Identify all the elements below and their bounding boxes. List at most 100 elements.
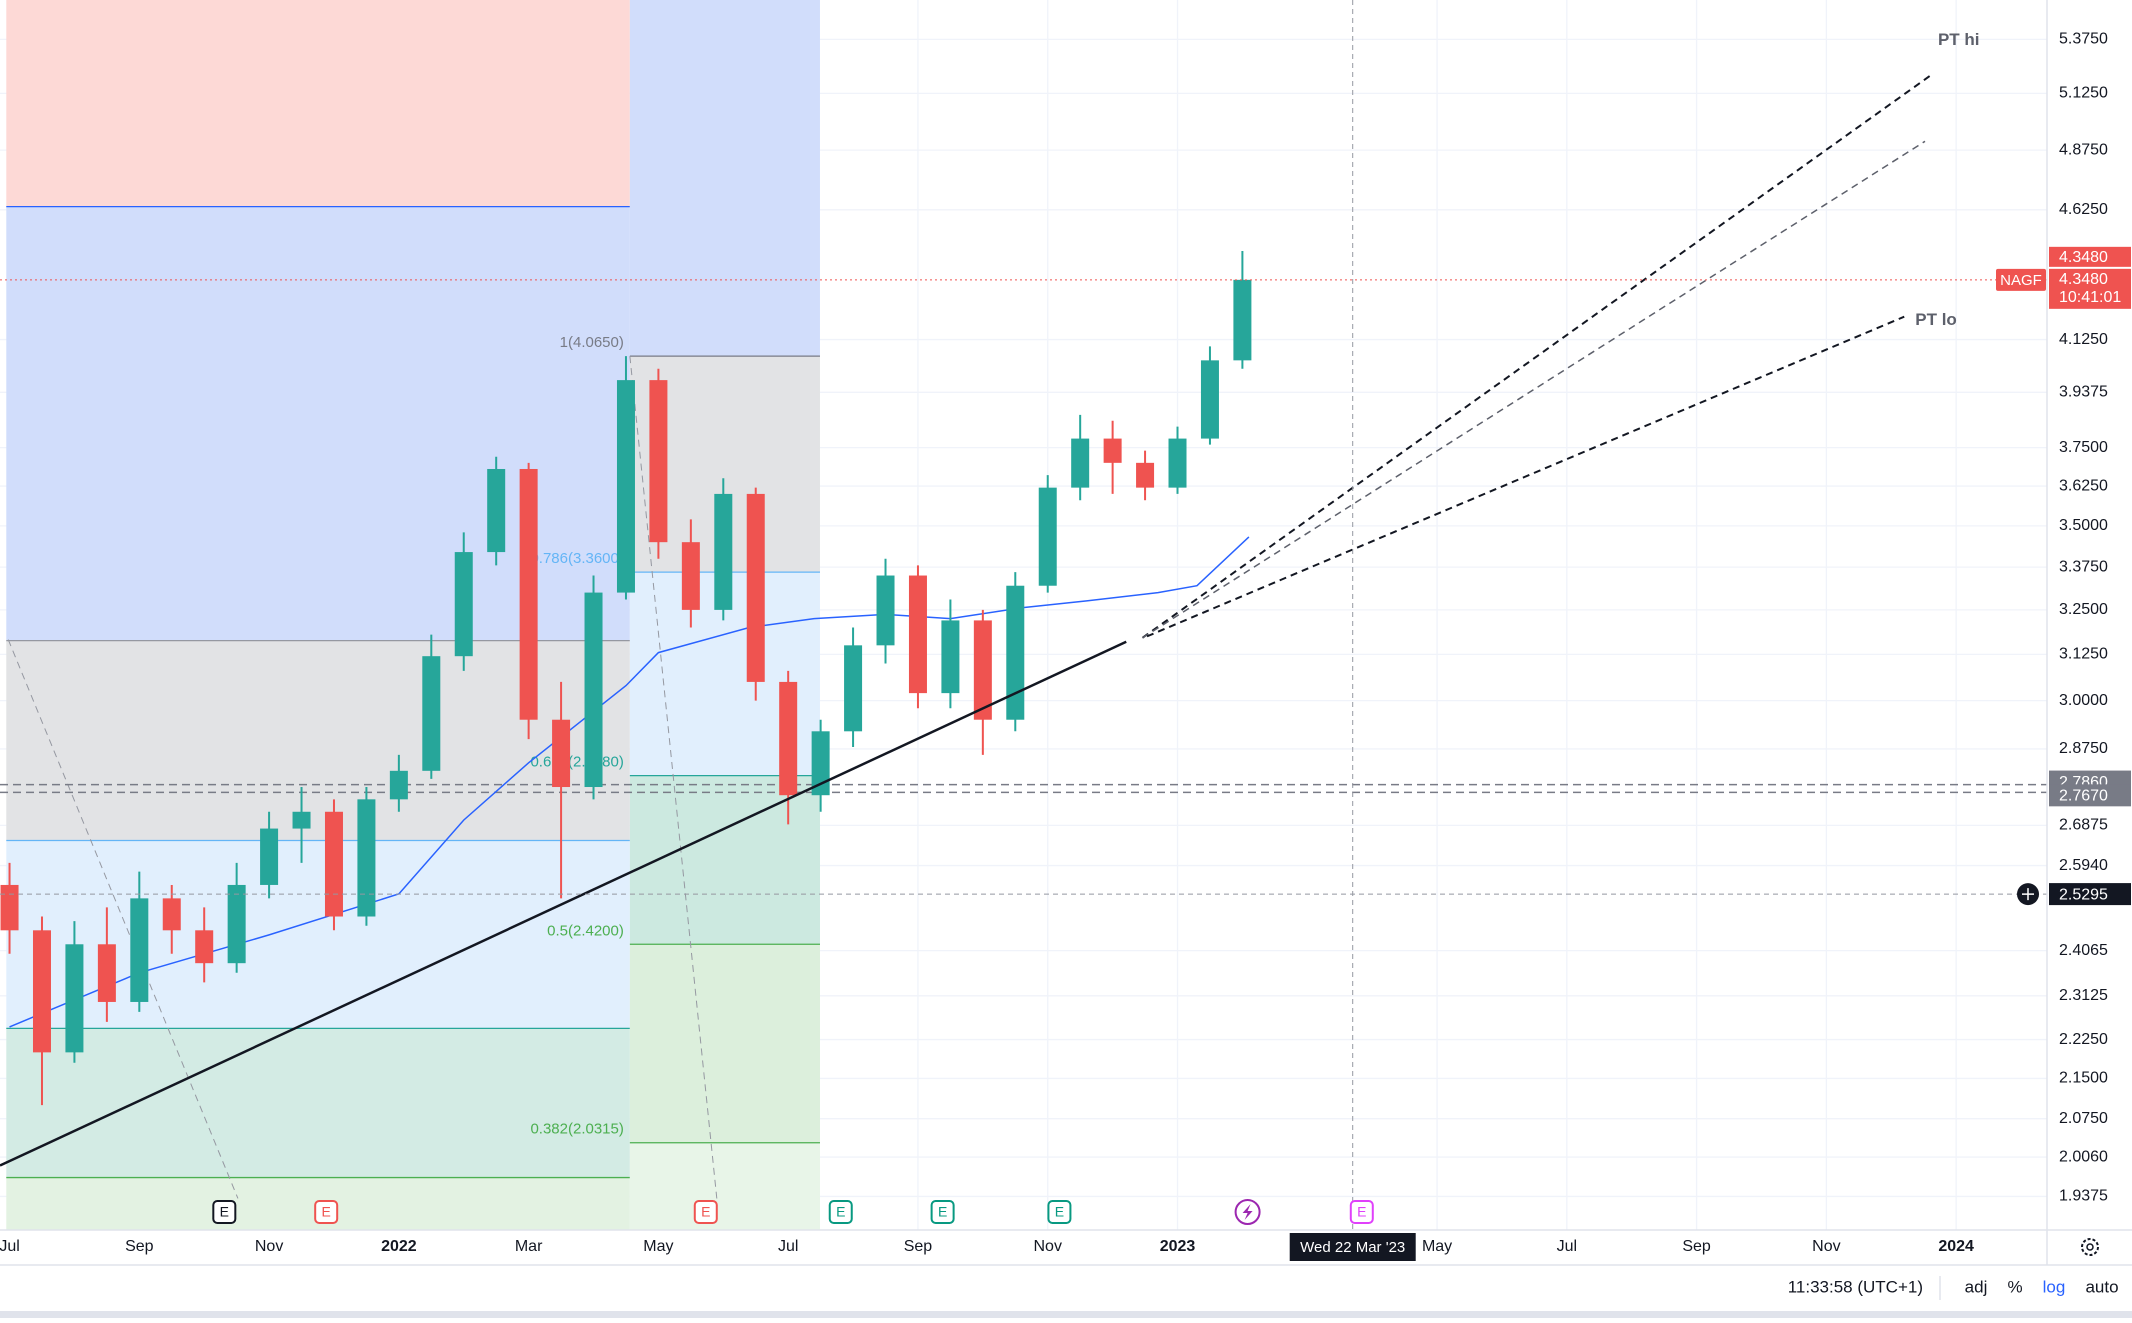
candle-body xyxy=(941,620,960,694)
event-icon[interactable] xyxy=(693,1200,718,1224)
event-icon[interactable] xyxy=(1349,1200,1374,1224)
candle-body xyxy=(584,592,603,788)
fib-zone xyxy=(629,944,820,1143)
candle-body xyxy=(1006,585,1025,720)
y-tick-label: 1.9375 xyxy=(2059,1188,2108,1205)
x-tick-label: 2022 xyxy=(381,1238,417,1255)
candle-body xyxy=(1103,438,1122,463)
event-label: E xyxy=(1357,1204,1366,1220)
x-tick-label: 2023 xyxy=(1160,1238,1196,1255)
level-label xyxy=(2049,784,2131,807)
y-tick-label: 3.0000 xyxy=(2059,692,2108,709)
annotation: PT lo xyxy=(1915,310,1957,329)
trend-line xyxy=(7,639,239,1199)
candle-body xyxy=(454,552,473,657)
candle-body xyxy=(1136,462,1155,488)
candle-body xyxy=(714,493,733,610)
candle-body xyxy=(260,828,279,885)
event-label: E xyxy=(1055,1204,1064,1220)
x-tick-label: Sep xyxy=(125,1238,154,1255)
status-button[interactable]: log xyxy=(2043,1277,2066,1296)
candle-body xyxy=(681,542,700,610)
candle-body xyxy=(1168,438,1187,488)
x-tick-label: Nov xyxy=(255,1238,283,1255)
x-tick-label: Nov xyxy=(1034,1238,1062,1255)
y-tick-label: 2.5940 xyxy=(2059,857,2108,874)
add-alert-icon xyxy=(2022,888,2034,901)
event-icon[interactable] xyxy=(212,1200,237,1224)
status-button[interactable]: auto xyxy=(2085,1277,2118,1296)
candle-body xyxy=(32,930,51,1053)
countdown: 10:41:01 xyxy=(2059,289,2121,306)
candle-body xyxy=(519,468,538,720)
x-tick-label: Jul xyxy=(1557,1238,1577,1255)
last-price-label xyxy=(2049,246,2131,267)
event-icon[interactable] xyxy=(1047,1200,1072,1224)
price-axis xyxy=(2047,0,2132,1265)
event-icon[interactable] xyxy=(930,1200,955,1224)
fib-zone xyxy=(6,1028,630,1178)
y-tick-label: 4.1250 xyxy=(2059,331,2108,348)
event-icon xyxy=(1242,1204,1253,1220)
candle-body xyxy=(973,620,992,720)
candle-body xyxy=(324,811,343,917)
fib-zone xyxy=(629,1142,820,1230)
candle-body xyxy=(97,944,116,1002)
trend-line xyxy=(629,356,718,1199)
x-tick-label: May xyxy=(643,1238,673,1255)
fib-label: 0.5(2.4200) xyxy=(547,922,624,939)
candle-body xyxy=(227,884,246,964)
trend-line xyxy=(1142,140,1926,639)
event-icon[interactable] xyxy=(314,1200,339,1224)
x-tick-label: Nov xyxy=(1812,1238,1840,1255)
event-label: E xyxy=(938,1204,947,1220)
candle-body xyxy=(1038,487,1057,586)
status-time: 11:33:58 (UTC+1) xyxy=(1788,1277,1923,1296)
y-tick-label: 4.8750 xyxy=(2059,141,2108,158)
candle-body xyxy=(876,575,895,646)
x-tick-label: 2024 xyxy=(1938,1238,1974,1255)
candle-body xyxy=(65,944,84,1053)
candle-body xyxy=(1071,438,1090,488)
last-price-text: 4.3480 xyxy=(2059,249,2108,266)
y-tick-label: 3.7500 xyxy=(2059,439,2108,456)
crosshair-time-label xyxy=(1289,1233,1416,1261)
x-tick-label: May xyxy=(1422,1238,1452,1255)
x-tick-label: Sep xyxy=(1682,1238,1711,1255)
y-tick-label: 2.2250 xyxy=(2059,1031,2108,1048)
y-tick-label: 2.1500 xyxy=(2059,1070,2108,1087)
trend-line xyxy=(1146,315,1905,638)
candle-body xyxy=(0,884,19,931)
fib-zone xyxy=(629,0,820,357)
y-tick-label: 4.6250 xyxy=(2059,201,2108,218)
candle-body xyxy=(1200,360,1219,439)
y-tick-label: 2.0060 xyxy=(2059,1148,2108,1165)
crosshair-price-label xyxy=(2049,883,2131,906)
event-icon[interactable] xyxy=(828,1200,853,1224)
crosshair-time-text: Wed 22 Mar '23 xyxy=(1300,1239,1405,1256)
candle-body xyxy=(422,656,441,771)
x-tick-label: Sep xyxy=(904,1238,933,1255)
fib-label: 0.618(2.8080) xyxy=(530,754,623,771)
y-tick-label: 3.3750 xyxy=(2059,558,2108,575)
x-tick-label: Mar xyxy=(515,1238,543,1255)
candle-body xyxy=(162,898,181,931)
candle-body xyxy=(487,468,506,553)
last-price-label xyxy=(2049,268,2131,309)
status-button[interactable]: adj xyxy=(1965,1277,1988,1296)
crosshair-price-label-text: 2.5295 xyxy=(2059,886,2108,903)
candle-body xyxy=(292,811,311,829)
trend-line xyxy=(0,640,1127,1167)
settings-button[interactable] xyxy=(2086,1243,2094,1251)
candle-body xyxy=(811,731,830,796)
y-tick-label: 3.9375 xyxy=(2059,384,2108,401)
candle-body xyxy=(389,770,408,800)
event-label: E xyxy=(322,1204,331,1220)
settings-button[interactable] xyxy=(2081,1238,2099,1256)
status-button[interactable]: % xyxy=(2007,1277,2022,1296)
candle-body xyxy=(195,930,214,964)
candle-body xyxy=(779,681,798,796)
candle-body xyxy=(746,493,765,682)
y-tick-label: 2.8750 xyxy=(2059,740,2108,757)
y-tick-label: 2.0750 xyxy=(2059,1110,2108,1127)
